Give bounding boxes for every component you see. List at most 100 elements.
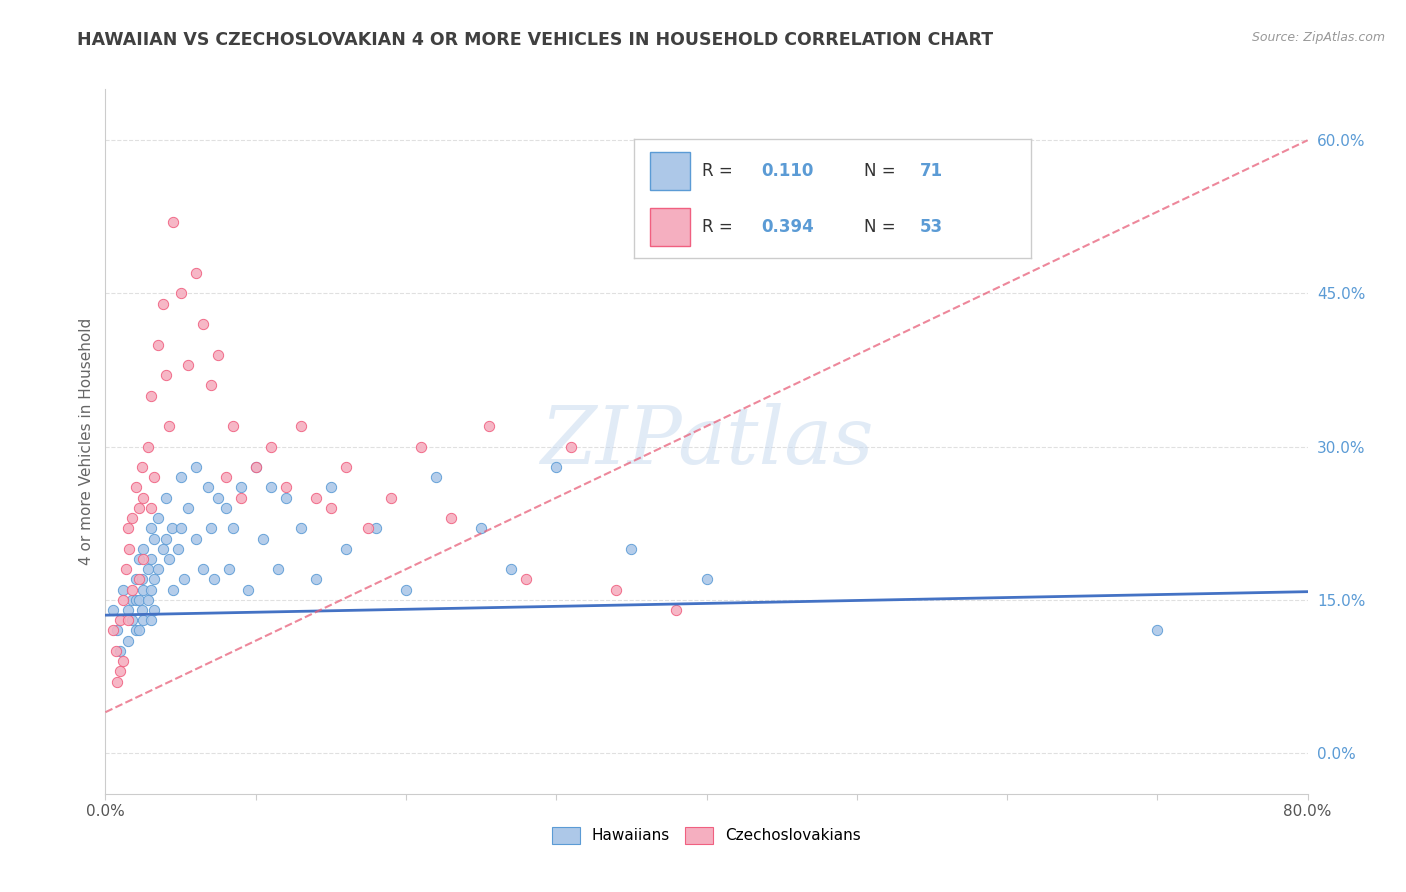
Point: [290, 419, 312, 434]
Point: [155, 532, 177, 546]
Point: [101, 624, 124, 638]
Point: [139, 500, 162, 515]
Point: [202, 573, 225, 587]
Point: [501, 562, 523, 576]
Point: [124, 481, 146, 495]
Point: [357, 521, 380, 535]
Point: [112, 654, 135, 668]
Point: [107, 674, 129, 689]
Point: [184, 266, 207, 280]
Point: [380, 491, 402, 505]
Point: [139, 613, 162, 627]
Point: [169, 286, 191, 301]
Point: [121, 592, 143, 607]
Point: [546, 460, 568, 475]
Point: [110, 644, 132, 658]
Point: [155, 368, 177, 383]
Point: [229, 491, 252, 505]
Point: [207, 491, 229, 505]
Point: [131, 460, 153, 475]
Text: ZIPatlas: ZIPatlas: [540, 403, 873, 480]
Point: [142, 603, 165, 617]
Point: [177, 358, 200, 372]
Point: [184, 460, 207, 475]
Point: [184, 532, 207, 546]
Point: [166, 541, 188, 556]
Point: [121, 613, 143, 627]
Point: [319, 481, 342, 495]
Point: [118, 541, 141, 556]
Point: [124, 624, 146, 638]
Point: [177, 500, 200, 515]
Point: [267, 562, 290, 576]
Point: [136, 562, 159, 576]
Point: [112, 582, 135, 597]
Point: [1146, 624, 1168, 638]
Point: [124, 592, 146, 607]
Point: [319, 500, 342, 515]
Point: [128, 552, 150, 566]
Point: [152, 541, 174, 556]
Point: [620, 541, 643, 556]
Point: [104, 644, 127, 658]
Point: [124, 573, 146, 587]
Point: [395, 582, 418, 597]
Point: [665, 603, 688, 617]
Point: [117, 613, 139, 627]
Point: [117, 603, 139, 617]
Point: [115, 562, 138, 576]
Point: [152, 296, 174, 310]
Point: [200, 378, 222, 392]
Point: [155, 491, 177, 505]
Point: [128, 592, 150, 607]
Point: [478, 419, 501, 434]
Point: [290, 521, 312, 535]
Point: [191, 562, 214, 576]
Point: [605, 582, 627, 597]
Point: [200, 521, 222, 535]
Point: [146, 511, 169, 525]
Point: [128, 500, 150, 515]
Point: [139, 388, 162, 402]
Point: [409, 440, 432, 454]
Point: [142, 573, 165, 587]
Point: [260, 481, 283, 495]
Point: [238, 582, 260, 597]
Point: [169, 521, 191, 535]
Point: [305, 573, 328, 587]
Text: Source: ZipAtlas.com: Source: ZipAtlas.com: [1251, 31, 1385, 45]
Point: [121, 511, 143, 525]
Point: [131, 573, 153, 587]
Point: [136, 440, 159, 454]
Point: [132, 613, 155, 627]
Point: [160, 521, 183, 535]
Point: [207, 348, 229, 362]
Point: [136, 592, 159, 607]
Point: [470, 521, 492, 535]
Point: [157, 419, 180, 434]
Point: [146, 337, 169, 351]
Point: [117, 633, 139, 648]
Point: [252, 532, 274, 546]
Text: HAWAIIAN VS CZECHOSLOVAKIAN 4 OR MORE VEHICLES IN HOUSEHOLD CORRELATION CHART: HAWAIIAN VS CZECHOSLOVAKIAN 4 OR MORE VE…: [77, 31, 994, 49]
Point: [222, 419, 245, 434]
Point: [218, 562, 240, 576]
Point: [139, 552, 162, 566]
Point: [132, 491, 155, 505]
Point: [132, 552, 155, 566]
Point: [128, 624, 150, 638]
Point: [696, 573, 718, 587]
Point: [139, 521, 162, 535]
Point: [229, 481, 252, 495]
Point: [191, 317, 214, 331]
Point: [142, 532, 165, 546]
Point: [112, 592, 135, 607]
Point: [173, 573, 195, 587]
Point: [139, 582, 162, 597]
Point: [335, 541, 357, 556]
Point: [132, 582, 155, 597]
Point: [335, 460, 357, 475]
Point: [131, 603, 153, 617]
Point: [197, 481, 219, 495]
Point: [157, 552, 180, 566]
